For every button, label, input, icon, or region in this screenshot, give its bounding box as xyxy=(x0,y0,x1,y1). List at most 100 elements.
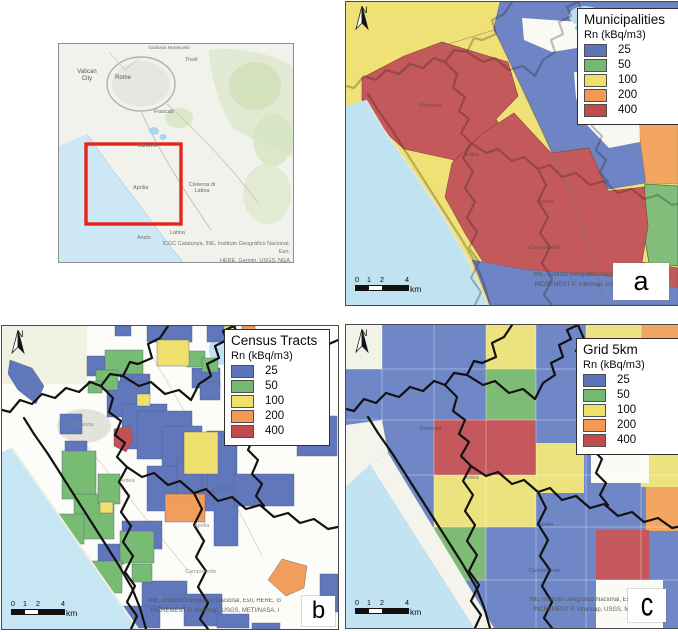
legend-row: 25 xyxy=(583,373,675,387)
road-north xyxy=(108,51,142,71)
legend-row: 100 xyxy=(583,403,675,417)
panel-b-census-tracts-map: Pomezia Ardea Aprilia Campoverde N Censu… xyxy=(1,325,339,630)
road-line xyxy=(493,29,605,305)
scale-tick: 1 xyxy=(366,275,372,284)
class400-cell xyxy=(434,420,536,475)
overview-label: Cisterna di Latina xyxy=(188,182,216,195)
legend-value: 25 xyxy=(265,365,278,378)
town-label: Ardea xyxy=(464,475,479,481)
class25-swatch xyxy=(231,364,254,378)
town-label: Campoverde xyxy=(529,245,561,251)
legend-row: 100 xyxy=(231,394,323,408)
scale-tick: 4 xyxy=(60,599,66,608)
class400-swatch xyxy=(584,103,607,117)
legend-row: 200 xyxy=(231,409,323,423)
lake-nemi xyxy=(159,134,167,140)
sea xyxy=(346,465,474,628)
mountain-patch xyxy=(229,62,281,110)
scale-tick: 1 xyxy=(22,599,28,608)
class400-swatch xyxy=(231,424,254,438)
panel-c-grid-5km-map: Pomezia Ardea Aprilia Campoverde N Grid … xyxy=(345,324,678,629)
legend-title: Grid 5km xyxy=(583,342,638,357)
hills-area-south xyxy=(243,164,291,224)
scale-bar: 0 1 2 4 km xyxy=(355,275,425,297)
class50-cell xyxy=(486,369,536,420)
scale-unit: km xyxy=(410,284,422,294)
class100-cell xyxy=(434,475,536,527)
legend-value: 400 xyxy=(265,425,285,438)
north-arrow-icon xyxy=(11,330,25,355)
class200-cell xyxy=(646,487,678,531)
legend-value: 200 xyxy=(618,89,638,102)
legend-value: 50 xyxy=(618,59,631,72)
legend-row: 50 xyxy=(583,388,675,402)
legend-row: 25 xyxy=(584,43,676,57)
attribution-line: HERE, Garmin, USGS, NGA xyxy=(220,257,290,263)
legend-value: 400 xyxy=(617,434,637,447)
legend-title: Census Tracts xyxy=(231,333,318,348)
town-label: Aprilia xyxy=(194,523,210,529)
urban-nodata-patch xyxy=(522,18,580,52)
legend-units-label: Rn (kBq/m3) xyxy=(231,349,293,362)
scale-tick: 0 xyxy=(354,598,360,607)
class200-swatch xyxy=(584,88,607,102)
overview-label: Guidonia Montecelio xyxy=(148,45,190,50)
class100-swatch xyxy=(231,394,254,408)
overview-label: Lanuvio xyxy=(138,143,158,149)
legend-units-label: Rn (kBq/m3) xyxy=(584,28,646,41)
north-arrow-icon xyxy=(355,6,369,31)
panel-letter-b: b xyxy=(302,596,335,626)
class200-swatch xyxy=(231,409,254,423)
legend-value: 100 xyxy=(617,404,637,417)
overview-attribution: ICGC Catalunya, INE, Instituto Geográfic… xyxy=(155,240,290,263)
north-arrow-icon xyxy=(355,329,369,354)
lake-albano xyxy=(149,127,159,135)
road-appia xyxy=(166,103,260,205)
legend-title: Municipalities xyxy=(584,12,666,27)
legend-census-tracts: Census Tracts Rn (kBq/m3) 25 50 100 200 … xyxy=(224,329,330,446)
legend-value: 50 xyxy=(265,380,278,393)
north-label: N xyxy=(16,329,24,340)
legend-value: 400 xyxy=(618,104,638,117)
scale-tick: 4 xyxy=(404,598,410,607)
coastline xyxy=(86,133,184,262)
legend-row: 200 xyxy=(584,88,676,102)
overview-label: Vatican City xyxy=(77,69,97,82)
legend-row: 50 xyxy=(231,379,323,393)
scale-tick: 1 xyxy=(366,598,372,607)
overview-label: Aprilia xyxy=(133,185,149,191)
town-label: Campoverde xyxy=(185,569,217,575)
study-area-rectangle xyxy=(84,142,183,226)
town-label: Ardea xyxy=(120,478,135,484)
scale-unit: km xyxy=(410,607,422,617)
legend-row: 400 xyxy=(231,424,323,438)
scale-tick: 2 xyxy=(379,598,385,607)
panel-letter-c: c xyxy=(628,586,666,624)
map-attribution: INE, Instituto Geográfico Nacional, Esri… xyxy=(514,271,678,290)
road-line xyxy=(381,29,495,89)
attribution-line: INE, Instituto Geográfico Nacional, Esri… xyxy=(528,597,654,603)
town-label: Campoverde xyxy=(529,568,561,574)
scale-unit: km xyxy=(66,608,78,618)
sea xyxy=(2,448,138,629)
town-label: Pomezia xyxy=(72,422,94,428)
scale-tick: 0 xyxy=(354,275,360,284)
attribution-line: ICGC Catalunya, INE, Instituto Geográfic… xyxy=(162,241,290,256)
scale-bar-segments xyxy=(355,608,409,614)
legend-row: 400 xyxy=(584,103,676,117)
class50-swatch xyxy=(583,388,606,402)
legend-units-label: Rn (kBq/m3) xyxy=(583,358,645,371)
nodata-coastal-land xyxy=(346,420,388,487)
attribution-line: INE, Instituto Geográfico Nacional, Esri… xyxy=(148,598,282,604)
legend-value: 200 xyxy=(265,410,285,423)
scale-bar-segments xyxy=(11,609,65,615)
scale-bar: 0 1 2 4 km xyxy=(355,598,425,620)
overview-label: Anzio xyxy=(137,235,151,241)
overview-locator-map: Guidonia Montecelio Tivoli Vatican City … xyxy=(58,43,294,263)
class400-swatch xyxy=(583,433,606,447)
scale-tick: 0 xyxy=(10,599,16,608)
class200-swatch xyxy=(583,418,606,432)
overview-label: Frascati xyxy=(154,109,174,115)
road-pontina xyxy=(140,110,212,231)
